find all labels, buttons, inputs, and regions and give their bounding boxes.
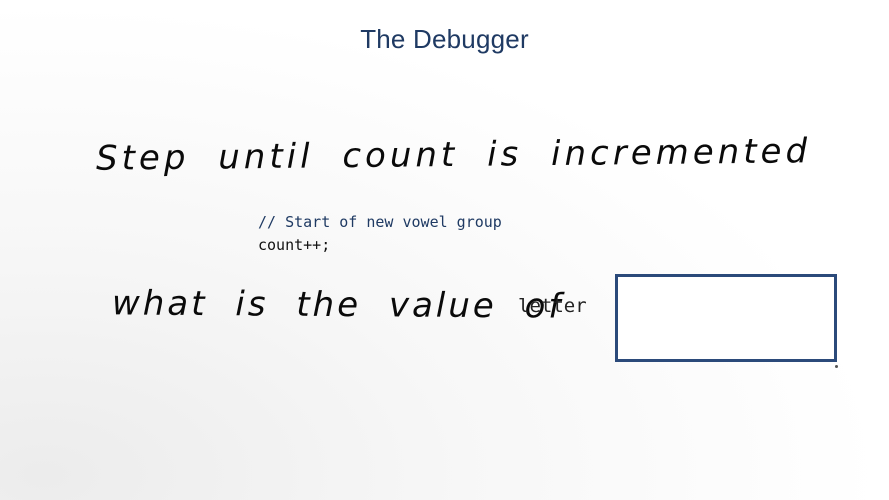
answer-input[interactable] bbox=[618, 277, 834, 359]
stray-dot bbox=[835, 365, 838, 368]
slide-title: The Debugger bbox=[360, 24, 529, 54]
answer-box[interactable] bbox=[615, 274, 837, 362]
handwritten-question: what is the value of bbox=[111, 283, 564, 327]
variable-name: letter bbox=[518, 295, 587, 317]
handwritten-instruction: Step until count is incremented bbox=[95, 131, 812, 179]
code-comment-line: // Start of new vowel group bbox=[258, 213, 502, 231]
code-statement-line: count++; bbox=[258, 236, 331, 254]
